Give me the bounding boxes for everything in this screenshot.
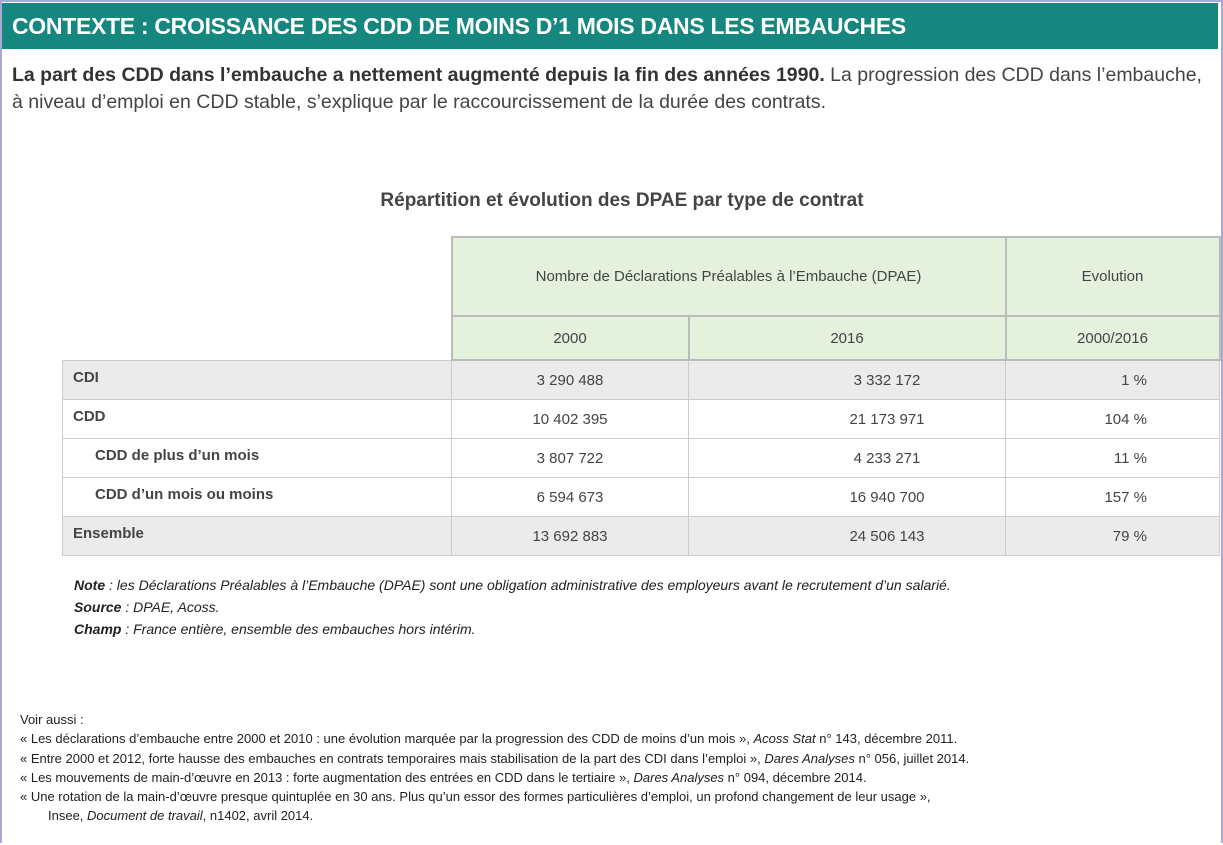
ref-source: Dares Analyses [633, 769, 725, 785]
cell-evolution: 104 % [1005, 399, 1220, 439]
row-label: CDD d’un mois ou moins [62, 477, 452, 517]
ref-text: « Les mouvements de main-d’œuvre en 2013… [20, 769, 634, 785]
ref-text: « Les déclarations d’embauche entre 2000… [20, 731, 754, 747]
header-2000: 2000 [450, 315, 690, 361]
reference: « Entre 2000 et 2012, forte hausse des e… [20, 749, 969, 768]
champ-label: Champ [74, 621, 122, 637]
cell-2016: 4 233 271 [688, 438, 1006, 478]
empty-corner [63, 237, 452, 360]
dpae-table: Nombre de Déclarations Préalables à l’Em… [62, 236, 1221, 556]
page-title: CONTEXTE : CROISSANCE DES CDD DE MOINS D… [2, 3, 1218, 49]
cell-evolution: 157 % [1005, 477, 1220, 517]
table-title: Répartition et évolution des DPAE par ty… [380, 190, 864, 211]
cell-evolution: 11 % [1005, 438, 1220, 478]
source-label: Source [74, 599, 122, 615]
cell-2016: 3 332 172 [688, 359, 1006, 400]
see-also: Voir aussi : « Les déclarations d’embauc… [20, 710, 969, 826]
row-label: CDI [62, 359, 452, 400]
champ-text: : France entière, ensemble des embauches… [121, 621, 476, 637]
header-2000-2016: 2000/2016 [1004, 315, 1221, 361]
reference: « Une rotation de la main-d’œuvre presqu… [20, 787, 969, 806]
table-row: CDI 3 290 488 3 332 172 1 % [62, 359, 1220, 400]
cell-2000: 6 594 673 [451, 477, 689, 517]
cell-2016: 21 173 971 [688, 399, 1006, 439]
ref-number: , n1402, avril 2014. [202, 808, 314, 824]
ref-source: Acoss Stat [753, 731, 816, 747]
ref-number: n° 056, juillet 2014. [854, 750, 970, 766]
row-label: CDD [62, 399, 452, 439]
note-label: Note [74, 577, 106, 593]
note-line: Note : les Déclarations Préalables à l’E… [74, 574, 951, 596]
champ-line: Champ : France entière, ensemble des emb… [74, 618, 951, 640]
header-evolution: Evolution [1004, 236, 1221, 317]
table-notes: Note : les Déclarations Préalables à l’E… [74, 574, 951, 640]
cell-2000: 3 807 722 [451, 438, 689, 478]
ref-source: Document de travail [87, 808, 203, 824]
header-2016: 2016 [687, 315, 1007, 361]
table-row: CDD 10 402 395 21 173 971 104 % [62, 399, 1220, 439]
cell-evolution: 1 % [1005, 359, 1220, 400]
ref-number: n° 094, décembre 2014. [724, 769, 867, 785]
cell-2016: 16 940 700 [688, 477, 1006, 517]
see-also-title: Voir aussi : [20, 712, 84, 727]
ref-number: n° 143, décembre 2011. [815, 731, 958, 747]
source-text: : DPAE, Acoss. [121, 599, 220, 615]
cell-2000: 3 290 488 [451, 359, 689, 400]
table-row: Ensemble 13 692 883 24 506 143 79 % [62, 516, 1220, 556]
row-label: Ensemble [62, 516, 452, 556]
cell-evolution: 79 % [1005, 516, 1220, 556]
header-dpae: Nombre de Déclarations Préalables à l’Em… [450, 236, 1007, 317]
reference-continued: Insee, Document de travail, n1402, avril… [20, 806, 969, 825]
note-text: : les Déclarations Préalables à l’Embauc… [105, 577, 951, 593]
ref-text: « Entre 2000 et 2012, forte hausse des e… [20, 750, 765, 766]
intro-paragraph: La part des CDD dans l’embauche a nettem… [12, 62, 1202, 116]
table-row: CDD de plus d’un mois 3 807 722 4 233 27… [62, 438, 1220, 478]
table-row: CDD d’un mois ou moins 6 594 673 16 940 … [62, 477, 1220, 517]
intro-text: La progression des CDD dans l’embauche, … [12, 64, 1202, 113]
source-line: Source : DPAE, Acoss. [74, 596, 951, 618]
row-label: CDD de plus d’un mois [62, 438, 452, 478]
cell-2016: 24 506 143 [688, 516, 1006, 556]
intro-bold: La part des CDD dans l’embauche a nettem… [12, 64, 825, 86]
reference: « Les mouvements de main-d’œuvre en 2013… [20, 768, 969, 787]
ref-publisher: Insee, [48, 808, 88, 824]
cell-2000: 10 402 395 [451, 399, 689, 439]
ref-source: Dares Analyses [764, 750, 855, 766]
cell-2000: 13 692 883 [451, 516, 689, 556]
ref-text: « Une rotation de la main-d’œuvre presqu… [20, 789, 931, 805]
reference: « Les déclarations d’embauche entre 2000… [20, 729, 969, 748]
